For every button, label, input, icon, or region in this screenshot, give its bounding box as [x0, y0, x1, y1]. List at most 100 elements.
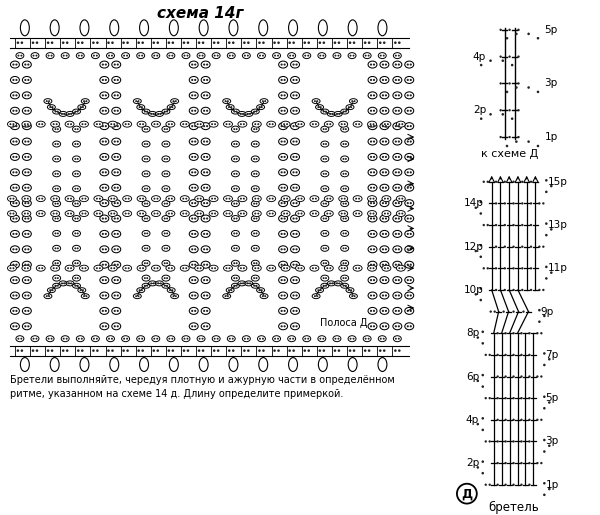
Circle shape — [85, 295, 88, 297]
Circle shape — [214, 267, 216, 269]
Circle shape — [206, 171, 208, 174]
Ellipse shape — [66, 281, 74, 286]
Ellipse shape — [257, 336, 265, 341]
Circle shape — [277, 349, 280, 352]
Circle shape — [407, 171, 409, 174]
Ellipse shape — [123, 121, 131, 127]
Circle shape — [224, 295, 227, 297]
Ellipse shape — [380, 138, 389, 145]
Ellipse shape — [94, 121, 103, 127]
Circle shape — [281, 79, 283, 81]
Circle shape — [203, 295, 205, 297]
Circle shape — [105, 248, 107, 250]
Circle shape — [398, 198, 400, 200]
Circle shape — [202, 55, 203, 57]
Circle shape — [517, 136, 520, 138]
Circle shape — [343, 277, 344, 279]
Ellipse shape — [167, 53, 175, 59]
Circle shape — [284, 156, 286, 158]
Circle shape — [144, 232, 146, 234]
Ellipse shape — [36, 265, 45, 271]
Circle shape — [253, 262, 255, 264]
Ellipse shape — [142, 275, 150, 281]
Ellipse shape — [321, 283, 329, 288]
Ellipse shape — [368, 169, 377, 176]
Circle shape — [325, 188, 327, 190]
Ellipse shape — [112, 123, 121, 130]
Ellipse shape — [405, 246, 414, 253]
Ellipse shape — [166, 211, 175, 216]
Circle shape — [116, 63, 119, 65]
Ellipse shape — [73, 275, 80, 281]
Ellipse shape — [380, 215, 389, 222]
Circle shape — [407, 325, 409, 328]
Ellipse shape — [112, 200, 121, 207]
Circle shape — [110, 213, 112, 215]
Circle shape — [17, 338, 19, 340]
Circle shape — [126, 41, 129, 44]
Circle shape — [521, 246, 523, 248]
Circle shape — [315, 123, 317, 125]
Circle shape — [274, 55, 276, 57]
Circle shape — [527, 32, 530, 35]
Circle shape — [385, 295, 387, 297]
Circle shape — [27, 248, 29, 250]
Ellipse shape — [393, 307, 402, 314]
Circle shape — [113, 213, 115, 215]
Circle shape — [258, 349, 261, 352]
Circle shape — [200, 213, 202, 215]
Circle shape — [113, 202, 116, 204]
Circle shape — [96, 123, 98, 125]
Circle shape — [503, 267, 506, 269]
Circle shape — [113, 141, 116, 143]
Circle shape — [281, 63, 283, 65]
Circle shape — [319, 55, 322, 57]
Circle shape — [398, 186, 400, 189]
Circle shape — [16, 79, 17, 81]
Circle shape — [113, 325, 116, 328]
Circle shape — [187, 349, 189, 352]
Ellipse shape — [229, 357, 238, 371]
Ellipse shape — [112, 77, 121, 83]
Circle shape — [166, 158, 168, 160]
Circle shape — [382, 248, 384, 250]
Circle shape — [233, 188, 235, 190]
Ellipse shape — [53, 201, 61, 207]
Circle shape — [365, 55, 367, 57]
Circle shape — [370, 325, 372, 328]
Circle shape — [407, 125, 409, 127]
Circle shape — [379, 349, 382, 352]
Ellipse shape — [22, 61, 31, 68]
Circle shape — [382, 171, 384, 174]
Circle shape — [166, 143, 168, 145]
Circle shape — [488, 397, 491, 399]
Circle shape — [261, 289, 263, 291]
Circle shape — [96, 338, 98, 340]
Circle shape — [96, 55, 98, 57]
Ellipse shape — [290, 138, 299, 145]
Ellipse shape — [310, 265, 319, 271]
Circle shape — [146, 232, 148, 234]
Ellipse shape — [232, 230, 239, 236]
Circle shape — [395, 295, 397, 297]
Circle shape — [93, 55, 95, 57]
Circle shape — [351, 100, 353, 102]
Circle shape — [410, 264, 412, 266]
Circle shape — [298, 267, 299, 269]
Ellipse shape — [223, 99, 230, 104]
Ellipse shape — [209, 121, 218, 127]
Ellipse shape — [181, 121, 189, 127]
Ellipse shape — [112, 277, 121, 284]
Ellipse shape — [393, 184, 402, 191]
Circle shape — [102, 264, 104, 266]
Circle shape — [13, 267, 14, 269]
Ellipse shape — [278, 277, 287, 284]
Circle shape — [385, 110, 387, 112]
Ellipse shape — [278, 323, 287, 330]
Ellipse shape — [267, 196, 275, 202]
Circle shape — [78, 338, 80, 340]
Circle shape — [329, 123, 331, 125]
Ellipse shape — [133, 294, 141, 299]
Circle shape — [355, 123, 357, 125]
Ellipse shape — [78, 105, 86, 110]
